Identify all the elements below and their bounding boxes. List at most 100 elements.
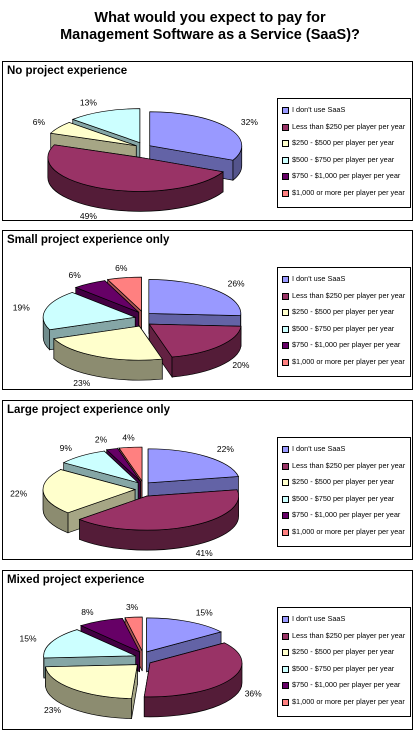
legend-swatch xyxy=(282,682,289,689)
data-label: 26% xyxy=(228,278,245,288)
legend-swatch xyxy=(282,512,289,519)
legend-label: $250 - $500 per player per year xyxy=(292,307,395,316)
legend-item: $1,000 or more per player per year xyxy=(282,356,410,370)
data-label: 13% xyxy=(80,97,97,107)
legend-item: $750 - $1,000 per player per year xyxy=(282,170,410,184)
legend-swatch xyxy=(282,649,289,656)
pie-chart: 32% 49% 6% 13% xyxy=(33,97,259,221)
pie-slice xyxy=(74,280,139,313)
data-label: 6% xyxy=(115,263,128,273)
legend-label: $500 - $750 per player per year xyxy=(292,663,395,673)
data-label: 23% xyxy=(73,378,90,388)
pie-slice xyxy=(42,292,137,331)
legend-label: $750 - $1,000 per player per year xyxy=(292,510,401,519)
legend-item: $250 - $500 per player per year xyxy=(282,646,410,660)
legend-item: I don't use SaaS xyxy=(282,273,410,287)
pie-slice xyxy=(49,122,137,147)
data-label: 8% xyxy=(81,607,94,617)
legend-item: $750 - $1,000 per player per year xyxy=(282,679,410,693)
legend-label: $250 - $500 per player per year xyxy=(292,138,395,147)
legend-label: I don't use SaaS xyxy=(292,614,346,623)
legend-item: $250 - $500 per player per year xyxy=(282,476,410,490)
legend-item: Less than $250 per player per year xyxy=(282,290,410,304)
pie-slice xyxy=(43,629,136,659)
legend-swatch xyxy=(282,173,289,180)
legend-swatch xyxy=(282,495,289,503)
legend-item: I don't use SaaS xyxy=(282,613,410,627)
legend-swatch xyxy=(282,140,289,147)
data-label: 19% xyxy=(13,303,30,313)
legend-swatch xyxy=(282,528,289,536)
pie-slice xyxy=(124,616,143,652)
data-label: 15% xyxy=(19,633,36,643)
legend-label: $500 - $750 per player per year xyxy=(292,154,395,164)
pie-slice xyxy=(147,448,240,484)
legend-swatch xyxy=(282,632,289,640)
legend-swatch xyxy=(282,123,289,131)
legend-label: Less than $250 per player per year xyxy=(292,121,406,131)
legend-swatch xyxy=(282,616,289,623)
legend-item: $500 - $750 per player per year xyxy=(282,493,410,507)
legend-label: $750 - $1,000 per player per year xyxy=(292,680,401,689)
legend-swatch xyxy=(282,309,289,316)
chart-legend: I don't use SaaS Less than $250 per playe… xyxy=(277,437,411,547)
legend-item: $500 - $750 per player per year xyxy=(282,323,410,337)
legend-item: $1,000 or more per player per year xyxy=(282,696,410,710)
legend-item: $1,000 or more per player per year xyxy=(282,187,410,201)
legend-swatch xyxy=(282,292,289,300)
data-label: 15% xyxy=(196,608,213,618)
legend-label: Less than $250 per player per year xyxy=(292,290,406,300)
chart-title: Small project experience only xyxy=(7,234,170,246)
legend-label: I don't use SaaS xyxy=(292,274,346,283)
pie-chart: 26% 20% 23% 19% 6% 6% xyxy=(13,263,250,388)
legend-label: $500 - $750 per player per year xyxy=(292,493,395,503)
chart-title: Mixed project experience xyxy=(7,574,145,586)
legend-label: $750 - $1,000 per player per year xyxy=(292,171,401,180)
chart-title: No project experience xyxy=(7,65,128,77)
legend-label: $750 - $1,000 per player per year xyxy=(292,340,401,349)
legend-label: Less than $250 per player per year xyxy=(292,460,406,470)
legend-label: $250 - $500 per player per year xyxy=(292,477,395,486)
legend-item: I don't use SaaS xyxy=(282,104,410,118)
pie-slice xyxy=(78,489,239,531)
legend-swatch xyxy=(282,156,289,164)
chart-legend: I don't use SaaS Less than $250 per playe… xyxy=(277,98,411,208)
legend-item: $750 - $1,000 per player per year xyxy=(282,509,410,523)
legend-swatch xyxy=(282,358,289,366)
legend-label: I don't use SaaS xyxy=(292,105,346,114)
pie-slice xyxy=(118,446,143,483)
data-label: 9% xyxy=(60,443,73,453)
data-label: 3% xyxy=(126,602,139,612)
pie-slice xyxy=(71,108,141,144)
legend-label: $1,000 or more per player per year xyxy=(292,187,405,197)
pie-slice xyxy=(148,279,242,317)
legend-swatch xyxy=(282,446,289,453)
legend-label: $1,000 or more per player per year xyxy=(292,696,405,706)
main-title-line-1: What would you expect to pay for xyxy=(94,10,326,26)
legend-item: I don't use SaaS xyxy=(282,443,410,457)
pie-slice xyxy=(62,450,139,484)
pie-slice xyxy=(42,469,137,514)
legend-item: $250 - $500 per player per year xyxy=(282,137,410,151)
legend-item: $250 - $500 per player per year xyxy=(282,306,410,320)
pie-slice xyxy=(148,323,242,358)
pie-slice xyxy=(53,325,163,361)
legend-swatch xyxy=(282,698,289,706)
data-label: 32% xyxy=(241,117,258,127)
pie-slice xyxy=(47,144,224,192)
legend-swatch xyxy=(282,665,289,673)
pie-slice xyxy=(106,276,142,312)
data-label: 4% xyxy=(122,432,135,442)
legend-label: I don't use SaaS xyxy=(292,444,346,453)
pie-slice xyxy=(105,448,141,482)
pie-slice xyxy=(79,617,141,653)
data-label: 22% xyxy=(217,444,234,454)
legend-item: Less than $250 per player per year xyxy=(282,460,410,474)
chart-panel-no-project: No project experience 32% 49% 6% 13% I don'… xyxy=(2,61,413,221)
chart-panel-large-project: Large project experience only 22% 41% 22% 9… xyxy=(2,400,413,560)
legend-swatch xyxy=(282,325,289,333)
pie-slice xyxy=(143,642,243,698)
data-label: 20% xyxy=(232,360,249,370)
legend-label: $250 - $500 per player per year xyxy=(292,647,395,656)
legend-item: Less than $250 per player per year xyxy=(282,121,410,135)
